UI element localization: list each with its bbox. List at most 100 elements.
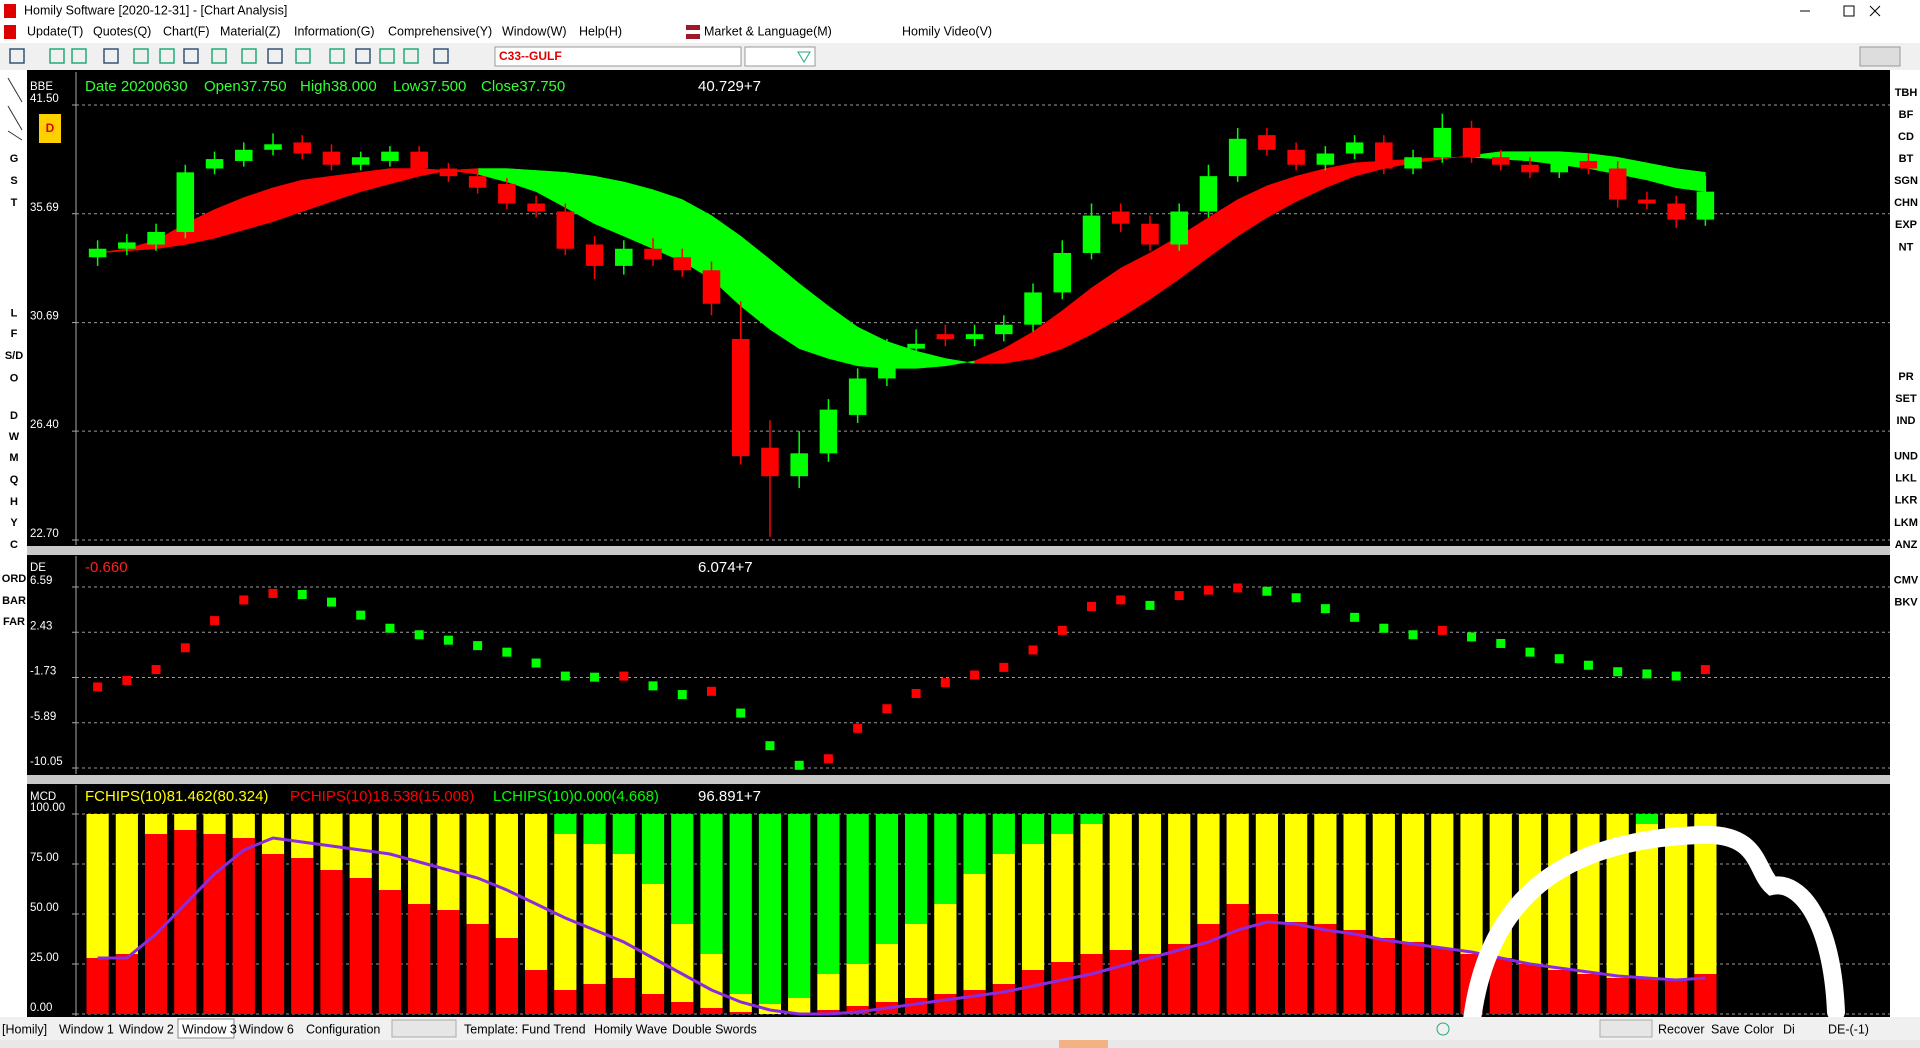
tab[interactable]: Window 6 — [239, 1022, 294, 1036]
header-value: Date 20200630 — [85, 78, 188, 95]
right-tool[interactable]: UND — [1894, 451, 1918, 463]
toolbar-button[interactable] — [241, 48, 257, 64]
panel-label: DE — [30, 562, 46, 574]
tab-action[interactable]: DE-(-1) — [1828, 1022, 1869, 1036]
bar-segment — [992, 814, 1015, 854]
tab-action[interactable]: Di — [1783, 1022, 1795, 1036]
left-tool[interactable]: FAR — [3, 616, 25, 628]
left-tool[interactable]: F — [11, 328, 18, 340]
left-tool[interactable]: Q — [10, 474, 19, 486]
spinner[interactable] — [391, 1019, 457, 1038]
zoom-icon[interactable] — [1436, 1022, 1450, 1036]
left-tool[interactable]: Y — [10, 517, 18, 529]
menu-item[interactable]: Material(Z) — [220, 24, 280, 38]
toolbar-button[interactable] — [133, 48, 149, 64]
left-tool[interactable]: M — [9, 452, 18, 464]
left-tool[interactable]: W — [9, 431, 20, 443]
menu-item[interactable]: Window(W) — [502, 24, 567, 38]
menu-item[interactable]: Quotes(Q) — [93, 24, 151, 38]
toolbar-button[interactable] — [159, 48, 175, 64]
toolbar-button[interactable] — [403, 48, 419, 64]
tab[interactable]: Window 2 — [119, 1022, 174, 1036]
toolbar-button[interactable] — [295, 48, 311, 64]
right-tool[interactable]: IND — [1897, 415, 1916, 427]
symbol-box[interactable] — [494, 46, 742, 67]
tab[interactable]: Homily Wave — [594, 1022, 667, 1036]
brand-button[interactable] — [1859, 46, 1901, 67]
tab[interactable]: Template: Fund Trend — [464, 1022, 586, 1036]
menu-item[interactable]: Update(T) — [27, 24, 83, 38]
right-tool[interactable]: LKL — [1895, 473, 1917, 485]
toolbar-button[interactable] — [71, 48, 87, 64]
right-tool[interactable]: LKR — [1895, 495, 1918, 507]
right-tool[interactable]: LKM — [1894, 517, 1918, 529]
right-tool[interactable]: BKV — [1894, 596, 1918, 608]
right-tool[interactable]: PR — [1898, 371, 1913, 383]
right-tool[interactable]: BF — [1899, 109, 1914, 121]
close[interactable] — [1869, 5, 1881, 17]
toolbar-button[interactable] — [329, 48, 345, 64]
toolbar-button[interactable] — [355, 48, 371, 64]
toolbar-button[interactable] — [103, 48, 119, 64]
toolbar-button[interactable] — [433, 48, 449, 64]
menu-bar — [0, 22, 1920, 42]
tab[interactable]: Window 3 — [182, 1022, 237, 1036]
right-tool[interactable]: BT — [1899, 153, 1914, 165]
menu-item[interactable]: Market & Language(M) — [704, 24, 832, 38]
draw-tool[interactable] — [7, 77, 23, 103]
tab[interactable]: Double Swords — [672, 1022, 757, 1036]
toolbar-button[interactable] — [183, 48, 199, 64]
toolbar-button[interactable] — [379, 48, 395, 64]
toolbar-button[interactable] — [267, 48, 283, 64]
left-tool[interactable]: BAR — [2, 595, 26, 607]
right-tool[interactable]: TBH — [1895, 87, 1918, 99]
tab-action[interactable]: Color — [1744, 1022, 1774, 1036]
bar-segment — [905, 814, 928, 924]
left-tool[interactable]: L — [11, 307, 18, 319]
menu-item[interactable]: Comprehensive(Y) — [388, 24, 492, 38]
left-tool[interactable]: C — [10, 539, 18, 551]
toolbar-button[interactable] — [49, 48, 65, 64]
tab-action[interactable]: Recover — [1658, 1022, 1705, 1036]
left-tool[interactable]: T — [11, 197, 18, 209]
draw-tool[interactable] — [7, 130, 23, 141]
toolbar-button[interactable] — [211, 48, 227, 64]
tab-action[interactable]: Save — [1711, 1022, 1740, 1036]
left-tool[interactable]: S — [10, 175, 17, 187]
restore[interactable] — [1843, 5, 1855, 17]
right-tool[interactable]: CMV — [1894, 574, 1919, 586]
bar-segment — [174, 830, 197, 1014]
right-tool[interactable]: CHN — [1894, 197, 1918, 209]
right-tool[interactable]: EXP — [1895, 219, 1917, 231]
left-tool[interactable]: G — [10, 153, 19, 165]
left-tool[interactable]: ORD — [2, 573, 27, 585]
tab[interactable]: [Homily] — [2, 1022, 47, 1036]
right-tool[interactable]: NT — [1899, 241, 1914, 253]
bar-segment — [495, 814, 518, 938]
tab[interactable]: Window 1 — [59, 1022, 114, 1036]
right-tool[interactable]: CD — [1898, 131, 1914, 143]
dot — [502, 647, 512, 657]
tab[interactable]: Configuration — [306, 1022, 380, 1036]
left-tool[interactable]: O — [10, 372, 19, 384]
bar-segment — [612, 854, 635, 978]
scroll-control[interactable] — [1599, 1019, 1653, 1038]
menu-item[interactable]: Information(G) — [294, 24, 375, 38]
bar-segment — [261, 814, 285, 854]
bar-segment — [1168, 944, 1191, 1014]
candle-body — [322, 151, 341, 165]
right-tool[interactable]: SGN — [1894, 175, 1918, 187]
symbol-dropdown[interactable] — [744, 46, 816, 67]
bar-segment — [641, 884, 665, 994]
right-tool[interactable]: SET — [1895, 393, 1917, 405]
draw-tool[interactable] — [7, 105, 23, 131]
left-tool[interactable]: S/D — [5, 350, 23, 362]
right-tool[interactable]: ANZ — [1895, 539, 1918, 551]
left-tool[interactable]: H — [10, 496, 18, 508]
toolbar-button[interactable] — [9, 48, 25, 64]
dot — [590, 672, 600, 682]
menu-item[interactable]: Help(H) — [579, 24, 622, 38]
menu-item[interactable]: Homily Video(V) — [902, 24, 992, 38]
menu-item[interactable]: Chart(F) — [163, 24, 210, 38]
left-tool[interactable]: D — [10, 410, 18, 422]
